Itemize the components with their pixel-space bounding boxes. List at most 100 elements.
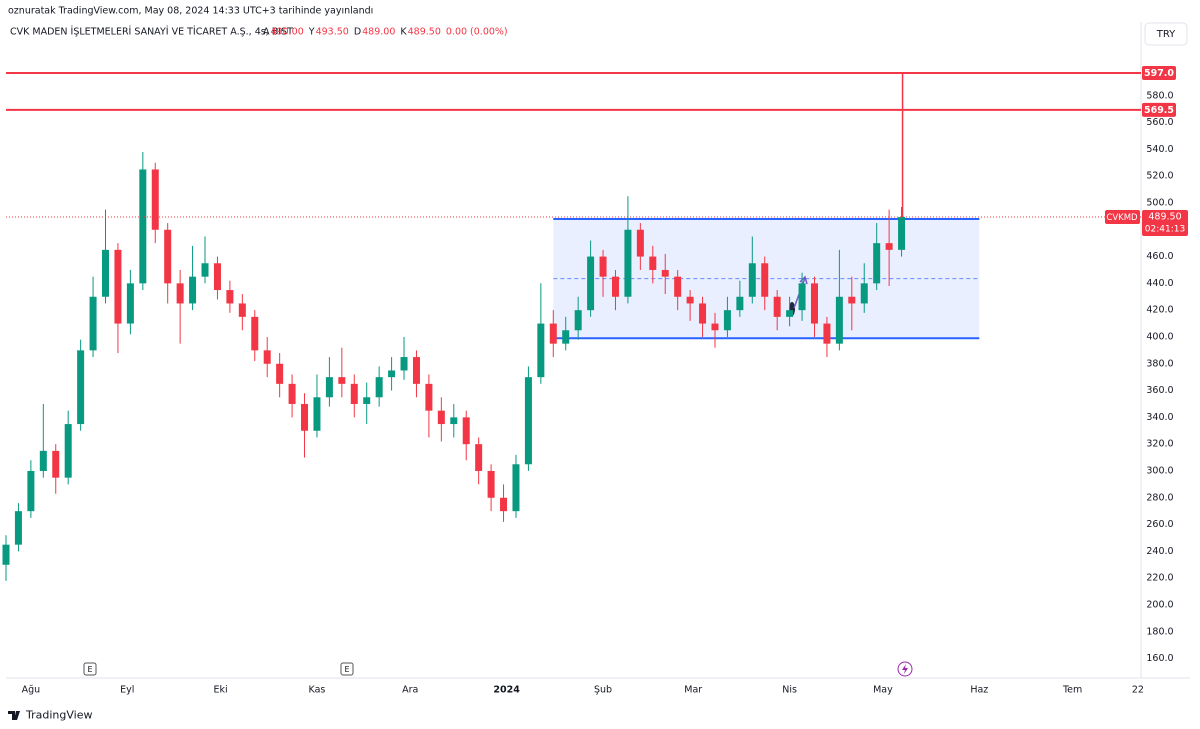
x-tick-label: Ağu <box>22 685 41 696</box>
candle-body <box>898 217 906 250</box>
candle-body <box>77 350 85 425</box>
candle-body <box>786 310 794 317</box>
change: 0.00 (0.00%) <box>446 27 508 38</box>
y-tick-label: 520.0 <box>1146 171 1173 182</box>
candle-body <box>102 249 110 297</box>
x-tick-label: May <box>873 685 893 696</box>
candle-body <box>873 243 881 284</box>
y-tick-label: 200.0 <box>1146 599 1173 610</box>
candle-body <box>238 303 246 317</box>
y-tick-label: 160.0 <box>1146 653 1173 664</box>
candle-body <box>388 370 396 378</box>
candle-body <box>549 323 557 344</box>
earnings-icon: E <box>344 665 349 674</box>
candle-body <box>164 229 172 284</box>
candle-body <box>27 470 35 512</box>
candle-body <box>338 377 346 384</box>
published-line: oznuratak TradingView.com, May 08, 2024 … <box>8 6 373 17</box>
candle-body <box>761 263 769 297</box>
level-label: 597.0 <box>1144 68 1174 79</box>
x-tick-label: Tem <box>1062 685 1082 696</box>
candle-body <box>201 263 209 277</box>
candle-body <box>723 310 731 331</box>
y-tick-label: 180.0 <box>1146 626 1173 637</box>
candle-body <box>425 383 433 411</box>
candle-body <box>226 290 234 304</box>
y-tick-label: 340.0 <box>1146 412 1173 423</box>
candle-body <box>512 464 520 512</box>
ohlc-value: 490.00 <box>271 27 304 38</box>
y-tick-label: 220.0 <box>1146 573 1173 584</box>
candle-body <box>599 256 607 277</box>
logo-icon <box>8 711 20 720</box>
candle-body <box>748 263 756 297</box>
currency-label[interactable]: TRY <box>1156 29 1176 40</box>
candle-body <box>537 323 545 378</box>
candle-body <box>562 330 570 344</box>
candle-body <box>363 397 371 404</box>
ohlc-key: K <box>400 27 407 38</box>
candle-body <box>885 243 893 250</box>
candle-body <box>524 377 532 465</box>
candle-body <box>89 296 97 351</box>
x-tick-label: 22 <box>1132 685 1144 696</box>
y-tick-label: 360.0 <box>1146 385 1173 396</box>
candle-body <box>475 444 483 471</box>
earnings-marker[interactable] <box>340 662 354 676</box>
candle-body <box>636 229 644 257</box>
candle-body <box>661 269 669 277</box>
candle-body <box>798 283 806 311</box>
level-label-box <box>1142 65 1176 80</box>
x-tick-label: Nis <box>782 685 797 696</box>
candle-body <box>773 296 781 317</box>
level-label: 569.5 <box>1144 105 1174 116</box>
candle-body <box>810 283 818 324</box>
candle-body <box>375 377 383 398</box>
currency-button[interactable] <box>1144 22 1188 46</box>
level-label-box <box>1142 102 1176 117</box>
candle-body <box>624 229 632 297</box>
earnings-icon: E <box>87 665 92 674</box>
ohlc: A 490.00 Y 493.50 D 489.00 K 489.50 0.00 (0.00%) <box>263 27 508 38</box>
earnings-marker[interactable] <box>83 662 97 676</box>
candle-body <box>674 276 682 297</box>
candle-body <box>64 424 72 478</box>
candle-body <box>823 323 831 344</box>
candle-body <box>313 397 321 431</box>
y-tick-label: 300.0 <box>1146 465 1173 476</box>
brand: TradingView <box>25 709 92 722</box>
candle-body <box>462 417 470 445</box>
y-tick-label: 420.0 <box>1146 305 1173 316</box>
last-price-box <box>1142 210 1188 237</box>
countdown: 02:41:13 <box>1145 225 1185 235</box>
candle-body <box>151 169 159 230</box>
candle-body <box>350 383 358 404</box>
candle-body <box>686 296 694 304</box>
ohlc-key: D <box>354 27 361 38</box>
y-tick-label: 240.0 <box>1146 546 1173 557</box>
y-tick-label: 500.0 <box>1146 197 1173 208</box>
footer-logo: TradingView <box>8 709 92 722</box>
x-tick-label: Mar <box>684 685 702 696</box>
x-tick-label: Şub <box>594 685 612 696</box>
candle-body <box>587 256 595 311</box>
candle-body <box>126 283 134 324</box>
candle-body <box>860 283 868 304</box>
candle-body <box>649 256 657 270</box>
candle-body <box>251 316 259 351</box>
candle-body <box>437 410 445 425</box>
y-tick-label: 460.0 <box>1146 251 1173 262</box>
y-tick-label: 440.0 <box>1146 278 1173 289</box>
y-tick-label: 560.0 <box>1146 117 1173 128</box>
candle-body <box>848 296 856 304</box>
ohlc-value: 493.50 <box>316 27 349 38</box>
candle-body <box>611 276 619 297</box>
candle-body <box>263 350 271 364</box>
candle-body <box>176 283 184 304</box>
candle-body <box>325 377 333 398</box>
y-tick-label: 400.0 <box>1146 331 1173 342</box>
candle-body <box>699 303 707 324</box>
candle-body <box>52 450 60 478</box>
x-tick-label: Kas <box>309 685 326 696</box>
